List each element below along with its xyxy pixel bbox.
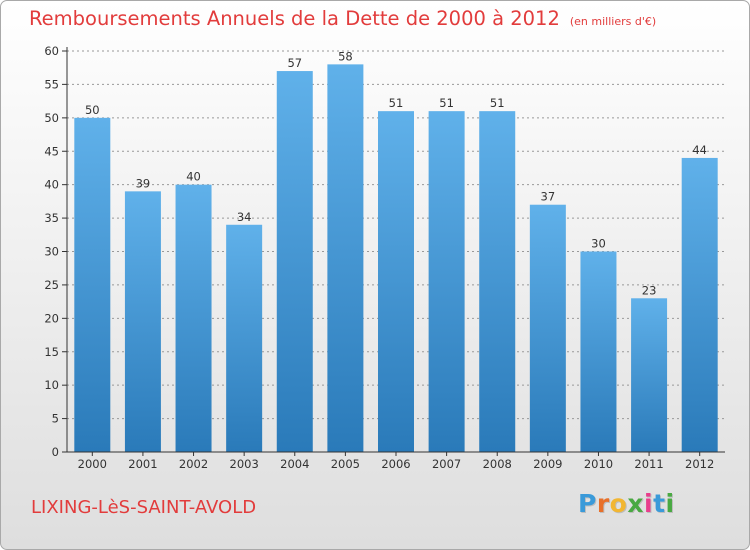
brand-letter: i (644, 489, 654, 518)
value-label: 23 (642, 283, 657, 297)
commune-name: LIXING-LèS-SAINT-AVOLD (31, 497, 257, 518)
bar (124, 191, 161, 452)
x-tick-label: 2003 (230, 457, 259, 471)
bar (479, 111, 516, 453)
x-tick-label: 2010 (584, 457, 613, 471)
brand-letter: r (596, 489, 610, 518)
brand-letter: o (609, 489, 628, 518)
y-tick-label: 60 (44, 44, 59, 58)
y-tick-label: 40 (44, 178, 59, 192)
value-label: 51 (490, 96, 505, 110)
bar (74, 117, 111, 452)
bar (276, 71, 313, 453)
y-tick-label: 10 (44, 378, 59, 392)
y-tick-label: 25 (44, 278, 59, 292)
value-label: 44 (692, 143, 707, 157)
y-tick-label: 30 (44, 245, 59, 259)
value-label: 39 (136, 176, 151, 190)
bar (631, 298, 668, 452)
value-label: 50 (85, 103, 100, 117)
brand-letter: x (627, 489, 644, 518)
x-tick-label: 2009 (533, 457, 562, 471)
x-tick-label: 2002 (179, 457, 208, 471)
y-tick-label: 55 (44, 77, 59, 91)
x-tick-label: 2005 (331, 457, 360, 471)
bar (226, 224, 263, 452)
value-label: 51 (389, 96, 404, 110)
y-tick-label: 5 (52, 412, 59, 426)
unit-label: (en milliers d'€) (569, 15, 657, 28)
bar (681, 157, 718, 452)
value-label: 30 (591, 237, 606, 251)
x-tick-label: 2012 (685, 457, 714, 471)
bar (175, 184, 212, 452)
value-label: 37 (541, 190, 556, 204)
y-tick-label: 0 (52, 445, 59, 459)
brand-logo: Proxiti (578, 489, 675, 518)
bar (580, 251, 617, 452)
bar (327, 64, 364, 452)
value-label: 58 (338, 49, 353, 63)
bar (378, 111, 414, 453)
y-tick-label: 15 (44, 345, 59, 359)
y-tick-label: 45 (44, 144, 59, 158)
bar (428, 111, 465, 453)
x-tick-label: 2001 (128, 457, 157, 471)
brand-letter: i (665, 489, 675, 518)
y-tick-label: 20 (44, 311, 59, 325)
title-text: Remboursements Annuels de la Dette de 20… (29, 7, 560, 30)
brand-letter: P (578, 489, 597, 518)
y-tick-label: 50 (44, 111, 59, 125)
x-tick-label: 2006 (381, 457, 410, 471)
y-tick-label: 35 (44, 211, 59, 225)
x-tick-label: 2008 (483, 457, 512, 471)
brand-letter: t (653, 489, 666, 518)
x-tick-label: 2000 (78, 457, 107, 471)
chart-title: Remboursements Annuels de la Dette de 20… (29, 7, 656, 30)
value-label: 51 (439, 96, 454, 110)
x-tick-label: 2004 (280, 457, 309, 471)
value-label: 57 (287, 56, 302, 70)
bar (529, 204, 566, 452)
value-label: 34 (237, 210, 252, 224)
value-label: 40 (186, 170, 201, 184)
x-tick-label: 2007 (432, 457, 461, 471)
x-tick-label: 2011 (634, 457, 663, 471)
